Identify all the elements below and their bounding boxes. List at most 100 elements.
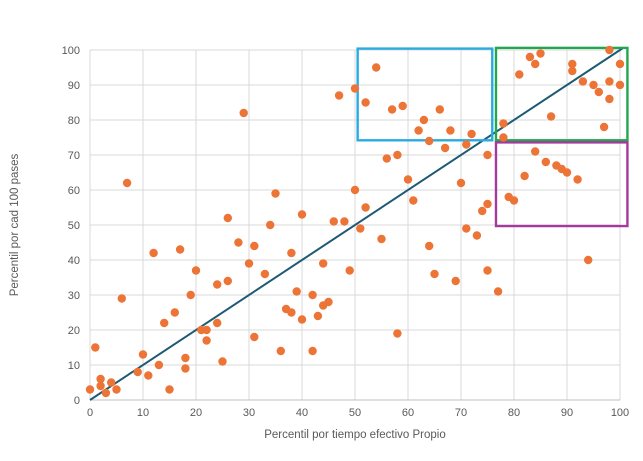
data-point [499,119,508,128]
data-point [573,175,582,184]
data-point [531,147,540,156]
data-point [350,84,360,93]
data-point [361,203,370,212]
x-tick-label: 20 [190,407,202,419]
data-point [615,59,625,69]
data-point [515,70,524,79]
data-point [430,269,439,279]
data-point [149,248,158,258]
data-point [329,217,338,226]
data-point [414,126,423,135]
y-axis-title: Percentil por cad 100 pases [9,153,21,296]
data-points-layer [85,45,625,398]
data-point [568,66,577,76]
x-axis-title: Percentil por tiempo efectivo Propio [264,429,446,441]
data-point [377,234,386,244]
data-point [297,210,307,219]
data-point [213,280,222,289]
data-point [393,150,402,160]
data-point [144,371,153,380]
x-tick-label: 0 [87,407,93,419]
y-tick-label: 100 [62,45,80,57]
data-point [509,196,519,205]
data-point [568,59,577,69]
data-point [594,87,603,97]
data-point [345,266,354,275]
data-point [599,122,609,132]
data-point [101,388,111,398]
data-point [223,276,232,286]
data-point [138,350,148,359]
data-point [387,105,397,114]
data-point [446,126,455,135]
data-point [483,150,492,160]
data-point [308,346,317,356]
y-tick-label: 20 [68,325,80,337]
data-point [483,266,492,275]
data-point [191,266,201,275]
data-point [350,185,360,195]
y-tick-label: 60 [68,185,80,197]
data-point [96,374,105,384]
data-point [133,367,142,377]
data-point [239,108,248,118]
data-point [536,49,545,58]
cyan-region-box [356,47,494,142]
x-tick-label: 60 [402,407,414,419]
data-point [250,332,259,342]
data-point [165,385,174,394]
data-point [122,178,132,188]
data-point [334,91,344,100]
highlight-boxes-layer [356,46,629,228]
data-point [287,308,296,317]
data-point [297,315,307,324]
data-point [605,94,614,104]
data-point [276,346,285,356]
data-point [170,308,179,317]
data-point [584,255,593,265]
data-point [319,259,328,268]
data-point [615,80,625,90]
data-point [154,360,164,370]
data-point [499,133,508,142]
data-point [546,112,556,121]
data-point [478,206,487,216]
x-tick-label: 50 [349,407,361,419]
y-tick-label: 40 [68,255,80,267]
data-point [186,290,195,300]
data-point [589,80,598,90]
data-point [181,353,190,363]
data-point [605,77,614,86]
data-point [324,297,333,307]
data-point [160,318,169,328]
data-point [520,171,529,181]
data-point [175,245,185,254]
data-point [223,213,232,223]
data-point [472,231,482,240]
identity-line-layer [89,47,624,401]
x-tick-label: 10 [137,407,149,419]
y-tick-label: 30 [68,290,80,302]
data-point [462,224,471,233]
data-point [440,143,450,153]
data-point [107,378,116,387]
data-point [467,129,476,139]
data-point [525,52,535,62]
data-point [361,98,370,107]
data-point [456,178,466,188]
x-tick-label: 40 [296,407,308,419]
x-tick-label: 100 [611,407,629,419]
data-point [96,381,105,391]
data-point [234,238,243,247]
data-point [244,259,254,268]
y-tick-label: 10 [68,360,80,372]
data-point [292,287,301,296]
data-point [266,220,275,230]
data-point [85,385,95,394]
data-point [393,329,402,338]
data-point [605,45,614,55]
y-tick-label: 50 [68,220,80,232]
data-point [356,224,365,233]
data-point [117,294,127,303]
